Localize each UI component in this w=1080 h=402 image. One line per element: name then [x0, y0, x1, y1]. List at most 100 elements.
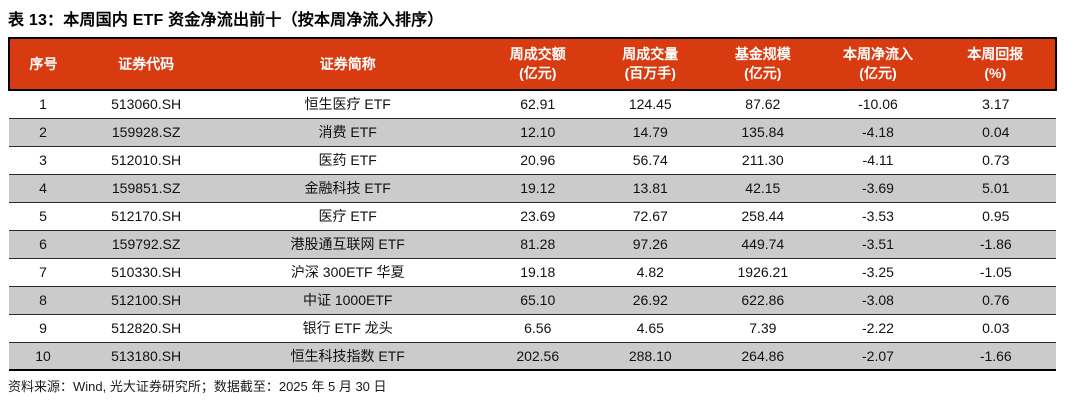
table-cell: 62.91 [520, 96, 556, 113]
table-cell: 264.86 [741, 347, 785, 364]
table-cell: 8 [39, 292, 47, 308]
table-cell: 20.96 [520, 152, 556, 168]
table-cell: 56.74 [632, 152, 668, 168]
table-cell: 7 [39, 264, 47, 280]
table-cell: 5.01 [982, 180, 1010, 196]
column-header-label: 证券代码 [118, 55, 175, 72]
table-cell: 7.39 [749, 320, 777, 336]
table-cell: -3.51 [862, 236, 894, 252]
table-cell: 512010.SH [111, 152, 182, 168]
table-cell: 消费 ETF [318, 124, 377, 140]
table-cell: 65.10 [520, 292, 556, 308]
table-cell: 12.10 [520, 124, 556, 140]
table-cell: 4.65 [636, 320, 664, 336]
table-cell: 513060.SH [111, 96, 182, 113]
table-cell: 159792.SZ [111, 236, 181, 252]
table-row: 5 512170.SH 医疗 ETF 23.69 72.67 258.44 -3.53 0.9… [9, 202, 1056, 230]
table-cell: 202.56 [516, 347, 560, 364]
column-header-label: 序号 [29, 55, 58, 72]
table-cell: 26.92 [632, 292, 668, 308]
table-row: 6 159792.SZ 港股通互联网 ETF 81.28 97.26 449.74 -3.5… [9, 230, 1056, 258]
table-cell: 0.03 [982, 320, 1010, 336]
table-cell: 金融科技 ETF [304, 180, 391, 196]
table-cell: -4.18 [862, 124, 894, 140]
table-cell: 159928.SZ [111, 124, 181, 140]
table-cell: 恒生医疗 ETF [304, 96, 391, 113]
table-cell: 银行 ETF 龙头 [302, 320, 393, 336]
table-cell: 23.69 [520, 208, 556, 224]
table-cell: 10 [35, 347, 51, 364]
table-cell: -4.11 [862, 152, 894, 168]
table-cell: 135.84 [741, 124, 785, 140]
table-cell: 4.82 [636, 264, 664, 280]
table-cell: 6 [39, 236, 47, 252]
table-body: 1 513060.SH 恒生医疗 ETF 62.91 124.45 87.62 -10.06… [9, 90, 1056, 370]
table-row: 3 512010.SH 医药 ETF 20.96 56.74 211.30 -4.11 0.7… [9, 146, 1056, 174]
table-cell: 288.10 [628, 347, 672, 364]
table-cell: -1.66 [979, 347, 1012, 364]
table-cell: 沪深 300ETF 华夏 [290, 264, 405, 280]
table-cell: 81.28 [520, 236, 556, 252]
table-cell: 1926.21 [737, 264, 789, 280]
header-row: 序号 证券代码 证券简称 周成交额 (亿元) 周成交量 (百万手) 基金规模 (亿元) 本周净流入… [7, 37, 1058, 91]
table-cell: 512170.SH [111, 208, 182, 224]
table-cell: -2.07 [862, 347, 894, 364]
table-row: 2 159928.SZ 消费 ETF 12.10 14.79 135.84 -4.18 0.0… [9, 118, 1056, 146]
table-cell: 恒生科技指数 ETF [290, 347, 405, 364]
table-cell: 159851.SZ [111, 180, 181, 196]
table-row: 4 159851.SZ 金融科技 ETF 19.12 13.81 42.15 -3.69 5.… [9, 174, 1056, 202]
table-title: 表 13：本周国内 ETF 资金净流出前十（按本周净流入排序） [8, 12, 444, 29]
column-header-label: 本周回报 [967, 46, 1024, 62]
table-cell: 5 [39, 208, 47, 224]
table-cell: 19.18 [520, 264, 556, 280]
column-header-unit: (亿元) [519, 65, 557, 81]
table-cell: 211.30 [741, 152, 784, 168]
table-cell: 中证 1000ETF [302, 292, 393, 308]
table-cell: 0.95 [982, 208, 1010, 224]
table-cell: 医疗 ETF [318, 208, 377, 224]
source-note: 资料来源：Wind, 光大证券研究所；数据截至：2025 年 5 月 30 日 [8, 379, 387, 394]
column-header-unit: (百万手) [624, 65, 676, 81]
table-cell: 6.56 [524, 320, 552, 336]
column-header-unit: (%) [984, 65, 1007, 81]
table-cell: -1.86 [979, 236, 1012, 252]
table-cell: 72.67 [632, 208, 668, 224]
table-cell: 1 [39, 96, 47, 113]
table-cell: 医药 ETF [318, 152, 377, 168]
table-cell: 4 [39, 180, 47, 196]
table-row: 9 512820.SH 银行 ETF 龙头 6.56 4.65 7.39 -2.22 0.03 [9, 314, 1056, 342]
table-cell: 0.73 [982, 152, 1010, 168]
table-cell: 3 [39, 152, 47, 168]
column-header: 本周回报 (%) [935, 37, 1058, 91]
table-cell: 87.62 [745, 96, 781, 113]
table-cell: 513180.SH [111, 347, 182, 364]
table-cell: 13.81 [632, 180, 668, 196]
etf-outflow-table: 序号 证券代码 证券简称 周成交额 (亿元) 周成交量 (百万手) 基金规模 (亿元) 本周净流入… [7, 37, 1058, 371]
table-cell: 449.74 [741, 236, 785, 252]
column-header-label: 周成交量 [622, 46, 679, 62]
column-header-unit: (亿元) [744, 65, 782, 81]
table-cell: 0.76 [982, 292, 1010, 308]
column-header-label: 本周净流入 [842, 46, 913, 62]
column-header-unit: (亿元) [859, 65, 897, 81]
column-header-label: 证券简称 [319, 55, 376, 72]
table-cell: -3.69 [862, 180, 894, 196]
table-cell: -3.08 [862, 292, 894, 308]
table-cell: 622.86 [741, 292, 785, 308]
column-header: 周成交额 (亿元) [480, 37, 596, 91]
table-cell: -10.06 [858, 96, 898, 113]
table-cell: 3.17 [982, 96, 1010, 113]
column-header-label: 基金规模 [734, 46, 791, 62]
column-header: 序号 [7, 37, 78, 91]
table-row: 10 513180.SH 恒生科技指数 ETF 202.56 288.10 264.86 -… [9, 342, 1056, 370]
table-cell: -3.25 [862, 264, 894, 280]
table-row: 8 512100.SH 中证 1000ETF 65.10 26.92 622.86 -3.0… [9, 286, 1056, 314]
table-cell: -3.53 [862, 208, 894, 224]
column-header: 周成交量 (百万手) [595, 37, 706, 91]
table-cell: 19.12 [520, 180, 556, 196]
table-cell: 97.26 [632, 236, 668, 252]
table-cell: 512100.SH [111, 292, 182, 308]
table-cell: 港股通互联网 ETF [290, 236, 405, 252]
column-header: 本周净流入 (亿元) [820, 37, 936, 91]
